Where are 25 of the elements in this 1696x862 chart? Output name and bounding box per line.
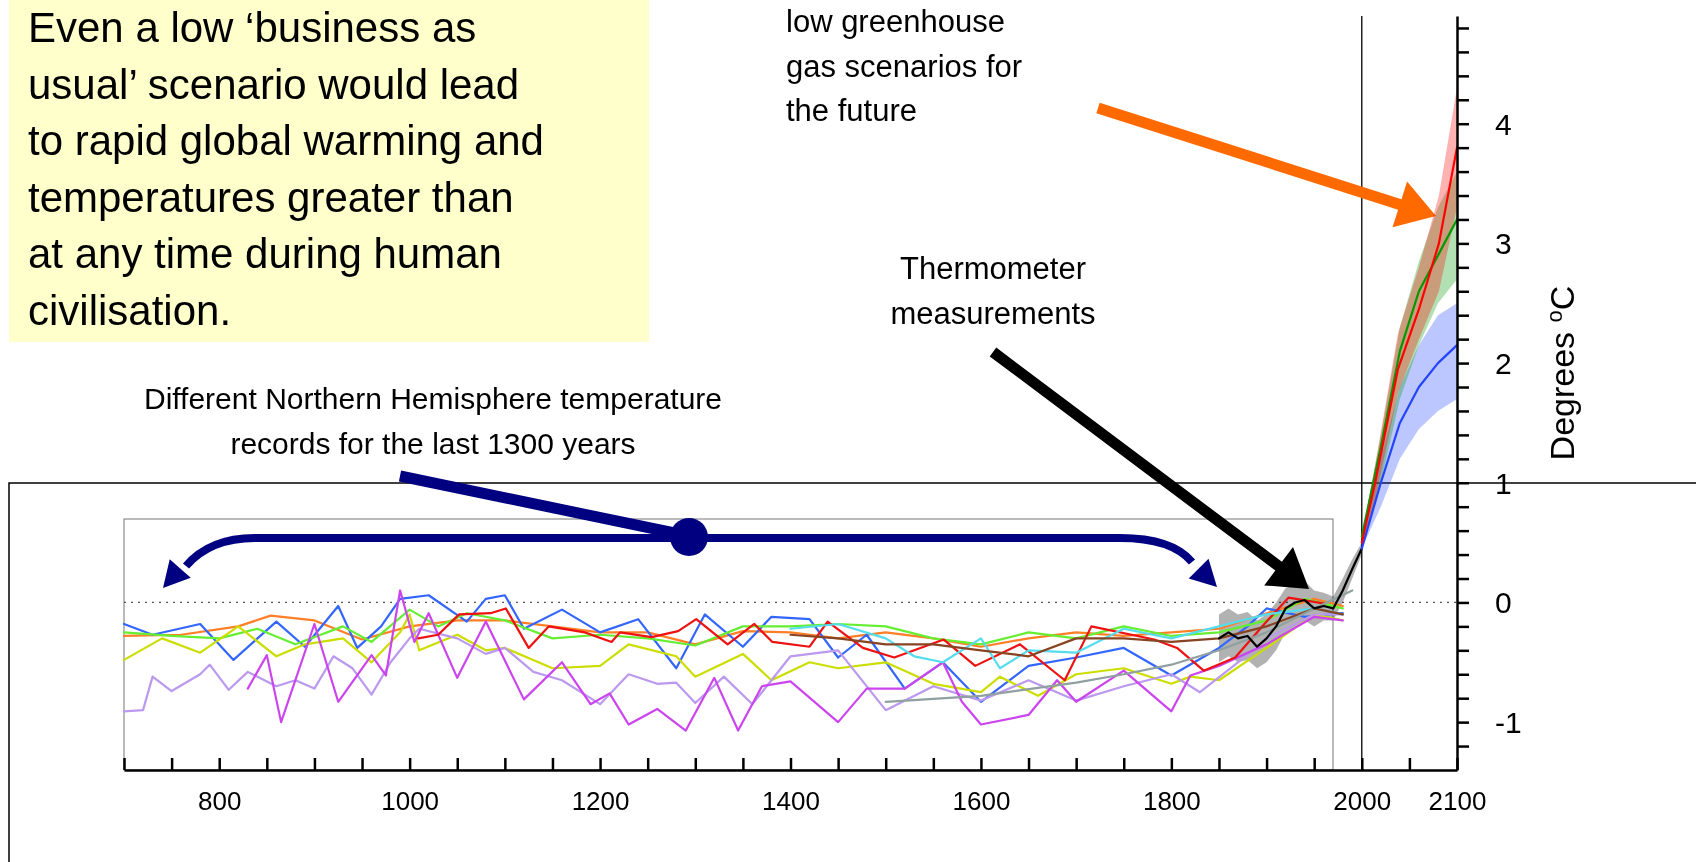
x-tick-label: 1200	[571, 786, 630, 817]
annotation: Even a low ‘business as usual’ scenario would lead to rapid global warming and temperatures greater than at any time during human civilisation.	[28, 4, 544, 334]
annotation: Different Northern Hemisphere temperature records for the last 1300 years	[143, 382, 723, 460]
line-series	[122, 613, 1344, 713]
x-tick-label: 2100	[1428, 786, 1487, 817]
y-tick-label: 3	[1495, 227, 1512, 261]
y-tick-label: 0	[1495, 586, 1512, 620]
line-series	[1360, 344, 1459, 550]
x-tick-label: 1800	[1142, 786, 1201, 817]
y-tick-label: 2	[1495, 347, 1512, 381]
line-series	[122, 594, 1344, 703]
x-tick-label: 800	[198, 786, 242, 817]
y-tick-label: 4	[1495, 107, 1512, 141]
line-series	[1360, 218, 1459, 538]
x-tick-label: 2000	[1333, 786, 1392, 817]
line-series	[246, 589, 1344, 732]
x-tick-label: 1000	[381, 786, 440, 817]
x-tick-label: 1600	[952, 786, 1011, 817]
annotation: Thermometer measurements	[890, 251, 1096, 331]
annotation: low greenhouse gas scenarios for the future	[786, 4, 1023, 128]
line-series	[884, 589, 1354, 703]
y-tick-label: -1	[1495, 706, 1522, 740]
line-series	[417, 596, 1326, 682]
line-series	[789, 607, 1344, 658]
x-tick-label: 1400	[762, 786, 820, 817]
